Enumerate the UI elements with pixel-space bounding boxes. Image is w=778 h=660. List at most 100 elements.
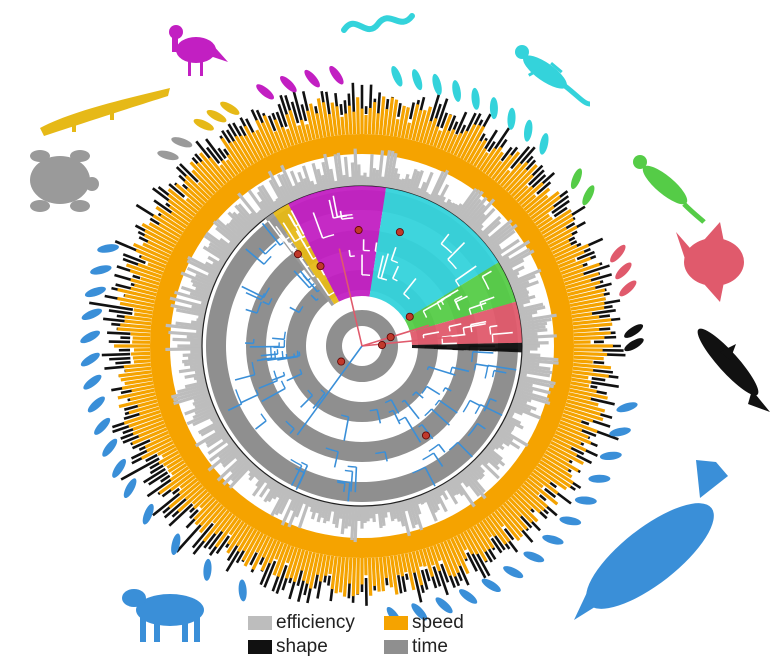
small-animal-silhouette	[582, 185, 595, 206]
speed-bar	[439, 130, 451, 151]
speed-bar	[555, 243, 590, 262]
tree-branch	[481, 276, 490, 290]
speed-bar	[177, 486, 206, 513]
speed-bar	[184, 174, 211, 200]
shape-bar	[109, 356, 131, 361]
speed-bar	[518, 181, 544, 206]
speed-bar	[571, 373, 589, 380]
tree-branch	[347, 465, 357, 468]
speed-bar	[571, 312, 593, 319]
tree-branch	[285, 420, 295, 430]
speed-bar	[400, 107, 410, 139]
efficiency-bar	[168, 330, 207, 337]
speed-bar	[152, 214, 184, 236]
speed-bar	[193, 497, 216, 521]
speed-bar	[532, 469, 552, 485]
small-animal-silhouette	[84, 286, 106, 298]
speed-bar	[184, 483, 204, 501]
shape-bar	[168, 183, 186, 198]
speed-bar	[128, 413, 163, 428]
legend-swatch-time	[384, 640, 408, 654]
speed-bar	[389, 555, 399, 595]
speed-bar	[227, 520, 245, 545]
speed-bar	[561, 413, 582, 423]
speed-bar	[132, 417, 164, 431]
shape-bar	[569, 240, 578, 246]
small-animal-silhouette	[171, 137, 193, 148]
speed-bar	[502, 502, 528, 531]
speed-bar	[268, 540, 281, 564]
speed-bar	[546, 225, 578, 245]
efficiency-bar	[187, 255, 224, 277]
efficiency-bar	[480, 219, 513, 247]
speed-bar	[185, 197, 201, 211]
small-animal-silhouette	[559, 516, 582, 526]
small-animal-silhouette	[619, 280, 637, 297]
tree-branch	[337, 481, 345, 484]
speed-bar	[324, 555, 331, 577]
speed-bar	[199, 494, 214, 509]
tree-branch	[348, 249, 351, 257]
tree-branch	[338, 248, 363, 347]
tree-branch	[473, 363, 477, 371]
efficiency-bar	[476, 220, 502, 243]
speed-bar	[542, 217, 575, 239]
speed-bar	[158, 469, 192, 495]
tree-branch	[322, 233, 335, 239]
efficiency-bar	[516, 325, 546, 332]
shape-bar	[397, 102, 402, 118]
tree-branch	[282, 371, 286, 376]
tree-branch	[258, 379, 278, 390]
speed-bar	[408, 103, 420, 140]
speed-bar	[147, 240, 173, 255]
efficiency-bar	[336, 152, 345, 192]
speed-bar	[418, 106, 433, 143]
shape-bar	[149, 464, 164, 475]
efficiency-bar	[395, 497, 406, 527]
speed-bar	[202, 509, 230, 543]
speed-bar	[546, 447, 571, 463]
tree-branch	[350, 471, 354, 492]
tree-branch	[316, 289, 320, 293]
speed-bar	[340, 116, 346, 135]
speed-bar	[157, 444, 176, 456]
speed-bar	[126, 263, 163, 279]
efficiency-bar	[458, 466, 487, 500]
small-animal-silhouette	[97, 244, 119, 253]
efficiency-bar	[452, 187, 478, 221]
node-marker	[421, 431, 430, 440]
efficiency-bar	[280, 173, 298, 206]
efficiency-bar	[516, 321, 548, 329]
tree-branch	[312, 392, 326, 409]
speed-bar	[550, 440, 578, 457]
shape-bar	[275, 111, 284, 129]
shape-bar	[436, 98, 449, 128]
speed-bar	[241, 530, 261, 562]
speed-bar	[120, 373, 153, 382]
speed-bar	[567, 286, 596, 297]
efficiency-bar	[270, 482, 291, 517]
small-animal-silhouette	[570, 168, 583, 190]
tree-branch	[422, 452, 435, 461]
tree-branch	[263, 255, 272, 265]
speed-bar	[344, 113, 349, 135]
efficiency-bar	[450, 472, 476, 508]
speed-bar	[571, 377, 592, 384]
efficiency-bar	[398, 496, 411, 537]
tree-branch	[267, 220, 285, 242]
shape-bar	[115, 360, 131, 365]
efficiency-bar	[260, 184, 281, 215]
shape-bar	[339, 104, 344, 115]
efficiency-bar	[184, 400, 217, 416]
tree-branch	[403, 293, 410, 300]
shape-bar	[455, 111, 468, 135]
speed-bar	[347, 557, 353, 584]
tree-branch	[254, 420, 267, 430]
efficiency-bar	[517, 328, 548, 334]
shape-bar	[503, 528, 515, 541]
small-animal-silhouette	[432, 73, 442, 96]
speed-bar	[212, 507, 227, 524]
efficiency-bar	[514, 374, 556, 386]
speed-bar	[196, 162, 222, 190]
tree-branch	[273, 370, 279, 381]
